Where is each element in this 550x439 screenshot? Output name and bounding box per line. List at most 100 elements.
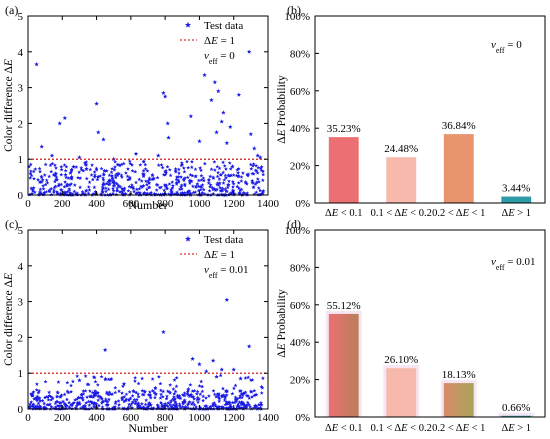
data-point	[237, 400, 242, 404]
data-point	[135, 403, 140, 407]
data-point	[136, 394, 141, 399]
data-point	[219, 367, 224, 372]
data-point	[67, 183, 72, 187]
y-axis-label: Color difference ΔE	[3, 59, 15, 152]
data-point	[199, 168, 204, 173]
data-point	[162, 404, 167, 408]
data-point	[127, 175, 132, 180]
data-point	[186, 405, 191, 410]
data-point	[120, 406, 125, 411]
data-point	[179, 184, 184, 189]
data-point	[141, 405, 146, 409]
data-point	[43, 406, 48, 410]
data-point	[188, 172, 193, 177]
data-point	[90, 400, 95, 405]
data-point	[199, 178, 204, 182]
data-point	[37, 166, 42, 171]
data-point	[235, 396, 240, 401]
data-point	[250, 163, 255, 168]
data-point	[167, 182, 172, 186]
data-point	[174, 403, 179, 408]
data-point	[177, 187, 182, 191]
category-label: 0.2 < ΔE < 1	[432, 208, 485, 219]
data-point	[238, 192, 243, 197]
data-point	[230, 391, 235, 396]
data-point	[258, 400, 263, 405]
data-point	[61, 191, 65, 196]
data-point	[199, 173, 204, 178]
data-point	[180, 191, 185, 196]
y-tick-label: 1	[18, 368, 24, 380]
data-point	[201, 394, 206, 399]
data-point	[193, 167, 198, 171]
data-point	[201, 176, 206, 180]
data-point	[91, 191, 96, 196]
data-point	[117, 189, 122, 194]
data-point	[93, 191, 98, 196]
data-point	[126, 405, 131, 409]
data-point	[29, 400, 34, 404]
data-point	[81, 168, 86, 173]
data-point	[172, 394, 177, 399]
data-point	[245, 172, 250, 177]
bar	[443, 134, 474, 203]
data-point	[168, 173, 173, 178]
data-point	[168, 402, 173, 407]
x-tick-label: 1000	[188, 198, 211, 210]
data-point	[47, 393, 52, 398]
data-point	[220, 386, 225, 391]
data-point	[153, 392, 158, 397]
data-point	[212, 400, 217, 405]
data-point	[215, 406, 220, 411]
data-point	[174, 177, 179, 182]
data-point	[200, 182, 205, 187]
data-point	[49, 397, 54, 402]
data-point	[259, 164, 264, 169]
data-point	[62, 189, 67, 194]
data-point	[189, 165, 194, 169]
data-point	[95, 406, 100, 410]
data-point	[137, 403, 142, 408]
data-point	[191, 400, 196, 405]
data-point	[163, 169, 168, 174]
data-point	[190, 184, 195, 189]
data-point	[177, 402, 182, 406]
data-point	[65, 389, 70, 394]
data-point	[182, 175, 187, 180]
data-point	[217, 166, 222, 171]
data-point	[107, 181, 112, 186]
data-point	[122, 399, 127, 404]
data-point	[181, 166, 186, 170]
data-point	[119, 173, 124, 177]
data-point	[260, 376, 265, 380]
data-point	[212, 392, 217, 397]
data-point	[93, 388, 98, 393]
data-point	[162, 182, 167, 187]
data-point	[172, 377, 177, 382]
data-point	[54, 165, 59, 170]
data-point	[28, 175, 33, 180]
data-point	[167, 167, 172, 172]
data-point	[172, 192, 177, 196]
data-point	[73, 397, 78, 402]
data-point	[211, 175, 216, 179]
data-point	[134, 191, 139, 196]
data-point	[68, 170, 73, 175]
data-point	[221, 160, 226, 165]
data-point	[212, 167, 217, 172]
data-point	[108, 178, 113, 183]
data-point	[211, 388, 216, 393]
data-point	[256, 406, 261, 411]
data-point	[45, 180, 50, 185]
data-point	[109, 376, 114, 381]
data-point	[134, 180, 139, 185]
data-point	[133, 375, 138, 380]
plot-frame	[314, 15, 546, 204]
data-point	[187, 394, 192, 399]
data-point	[99, 396, 104, 401]
data-point	[230, 179, 235, 184]
data-point	[238, 393, 243, 398]
data-point	[116, 171, 121, 176]
data-point	[79, 165, 84, 170]
